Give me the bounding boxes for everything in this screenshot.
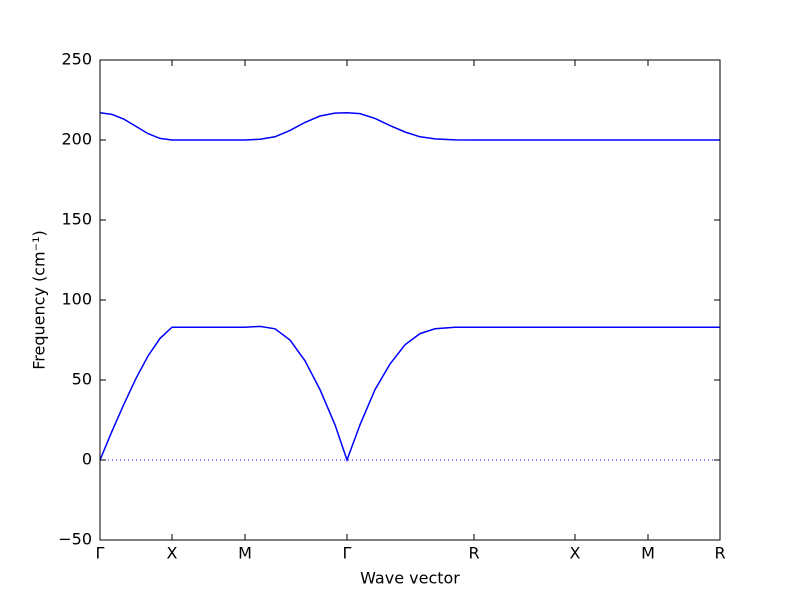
x-tick-label: X: [167, 544, 178, 563]
y-tick-label: 50: [72, 370, 92, 389]
x-tick-label: R: [714, 544, 725, 563]
x-tick-label: M: [641, 544, 655, 563]
band-line: [99, 112, 720, 141]
x-tick-label: Γ: [343, 544, 352, 563]
y-tick-label: −50: [58, 530, 92, 549]
plot-frame: [99, 59, 721, 541]
band-line: [99, 325, 720, 463]
y-tick-label: 250: [61, 50, 92, 69]
y-tick-label: 0: [82, 450, 92, 469]
x-tick-label: Γ: [96, 544, 105, 563]
y-tick-label: 200: [61, 130, 92, 149]
x-tick-label: R: [468, 544, 479, 563]
x-tick-label: M: [238, 544, 252, 563]
y-tick-label: 100: [61, 290, 92, 309]
y-tick-label: 150: [61, 210, 92, 229]
y-axis-title: Frequency (cm⁻¹): [30, 230, 49, 369]
x-tick-label: X: [570, 544, 581, 563]
x-axis-title: Wave vector: [360, 569, 460, 588]
